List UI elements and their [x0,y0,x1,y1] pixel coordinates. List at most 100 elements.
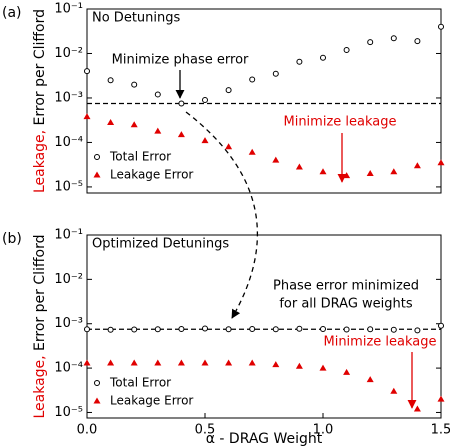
data-point [177,359,185,366]
data-point [107,359,115,366]
data-point [225,326,232,333]
panel-title: No Detunings [92,11,180,26]
legend-label: Total Error [109,150,171,164]
legend-label: Total Error [109,376,171,390]
curved-arrow [185,111,258,319]
y-axis-label: Leakage, Error per Clifford [32,234,48,418]
data-point [296,325,303,332]
x-tick-label: 1.0 [313,423,334,438]
data-point [107,119,115,126]
data-point [178,326,185,333]
data-point [202,325,208,332]
data-point [438,23,444,30]
data-point [272,156,280,163]
data-point [437,159,445,166]
data-point [295,362,303,369]
annotation: Minimize phase error [112,53,249,68]
data-point [390,168,398,175]
data-point [367,326,374,333]
data-point [296,58,303,65]
data-point [249,326,256,333]
y-tick-label: 10⁻⁴ [54,361,83,376]
annotation: Phase error minimized [273,279,419,294]
data-point [272,361,280,368]
y-tick-label: 10⁻³ [54,316,83,331]
data-point [201,359,209,366]
x-axis-label: α - DRAG Weight [206,431,323,447]
data-point [154,127,162,134]
data-point [343,326,350,333]
data-point [84,68,90,75]
data-point [319,168,327,175]
annotation: Minimize leakage [283,115,396,130]
y-axis-label-part: Error per Clifford [32,9,48,130]
data-point [177,131,185,138]
data-point [154,326,161,333]
data-point [320,326,326,333]
y-tick-label: 10⁻⁴ [54,135,83,150]
y-tick-label: 10⁻⁵ [54,179,83,194]
data-point [367,39,374,46]
data-point [202,96,208,103]
data-point [107,77,114,84]
data-point [414,327,421,334]
legend-marker [93,171,101,178]
data-point [390,326,397,333]
x-tick-label: 0.0 [77,423,98,438]
data-point [225,87,232,94]
annotation: Minimize leakage [323,335,436,350]
data-point [343,172,351,179]
annotation: for all DRAG weights [279,297,413,312]
data-point [437,395,445,402]
data-point [413,405,421,412]
y-axis-label-part: Error per Clifford [32,234,48,355]
data-point [225,359,233,366]
y-tick-label: 10⁻³ [54,90,83,105]
data-point [413,162,421,169]
y-tick-label: 10⁻¹ [54,2,83,17]
y-tick-label: 10⁻² [54,272,83,287]
data-point [201,137,209,144]
data-point [83,359,91,366]
legend-marker [93,397,101,404]
data-point [320,54,326,61]
panel-label: (a) [2,5,22,21]
y-tick-label: 10⁻⁵ [54,405,83,420]
data-point [272,70,279,77]
data-point [83,113,91,120]
panel-title: Optimized Detunings [92,237,229,252]
y-tick-label: 10⁻² [54,46,83,61]
data-point [131,81,138,88]
data-point [107,326,114,333]
y-axis-label: Leakage, Error per Clifford [32,9,48,193]
data-point [390,387,398,394]
data-point [154,91,161,98]
panel-label: (b) [2,231,22,247]
legend-label: Leakage Error [110,168,193,182]
y-tick-label: 10⁻¹ [54,228,83,243]
data-point [319,364,327,371]
data-point [225,143,233,150]
data-point [414,38,421,45]
data-point [272,326,279,333]
x-tick-label: 1.5 [431,423,450,438]
x-tick-label: 0.5 [195,423,216,438]
data-point [249,76,256,83]
legend-marker [94,154,100,160]
y-axis-label-part: Leakage, [32,355,48,418]
plot-frame [86,234,442,419]
data-point [130,121,138,128]
data-point [390,35,397,42]
data-point [154,359,162,366]
data-point [343,368,351,375]
data-point [366,170,374,177]
legend-label: Leakage Error [110,394,193,408]
y-axis-label-part: Leakage, [32,130,48,193]
data-point [438,322,444,329]
data-point [295,163,303,170]
data-point [343,46,350,53]
plot-frame [86,8,442,194]
data-point [178,100,185,107]
data-point [248,359,256,366]
